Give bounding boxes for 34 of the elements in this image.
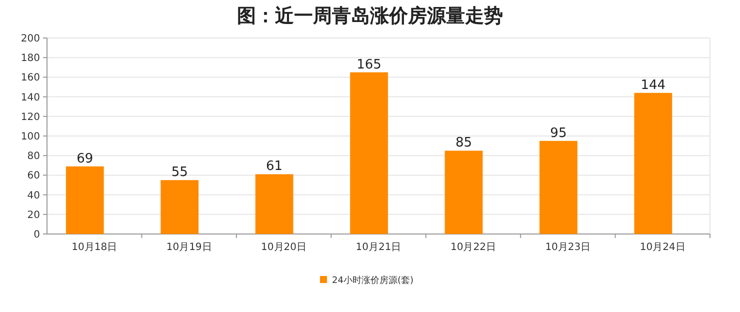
data-label: 55	[171, 165, 188, 180]
x-tick-label: 10月22日	[450, 242, 496, 253]
data-label: 144	[640, 78, 666, 93]
chart-title: 图：近一周青岛涨价房源量走势	[237, 5, 503, 27]
y-tick-label: 120	[20, 112, 40, 123]
y-tick-label: 40	[27, 190, 40, 202]
y-tick-label: 160	[20, 72, 40, 84]
y-tick-label: 200	[20, 34, 40, 44]
bar	[540, 140, 578, 234]
y-tick-label: 100	[20, 132, 40, 142]
bar	[255, 174, 294, 234]
bar	[444, 150, 483, 234]
data-label: 61	[266, 159, 283, 174]
y-tick-label: 0	[34, 230, 40, 240]
y-tick-label: 140	[20, 92, 40, 104]
x-tick-label: 10月24日	[640, 242, 686, 253]
bar	[350, 72, 388, 234]
data-label: 85	[455, 136, 472, 151]
y-tick-label: 180	[20, 53, 40, 64]
data-label: 69	[76, 151, 94, 166]
x-tick-label: 10月19日	[166, 242, 212, 253]
x-tick-label: 10月21日	[356, 242, 402, 253]
x-tick-label: 10月23日	[545, 242, 591, 253]
x-tick-label: 10月18日	[72, 242, 118, 253]
y-tick-label: 60	[27, 170, 40, 182]
y-tick-label: 80	[27, 151, 40, 162]
legend-label: 24小时涨价房源(套)	[332, 275, 414, 286]
data-label: 165	[356, 57, 382, 72]
y-tick-label: 20	[27, 210, 40, 221]
bar	[160, 180, 199, 234]
x-tick-label: 10月20日	[261, 242, 307, 253]
bar	[634, 92, 672, 234]
bar	[66, 166, 104, 234]
data-label: 95	[550, 126, 567, 141]
